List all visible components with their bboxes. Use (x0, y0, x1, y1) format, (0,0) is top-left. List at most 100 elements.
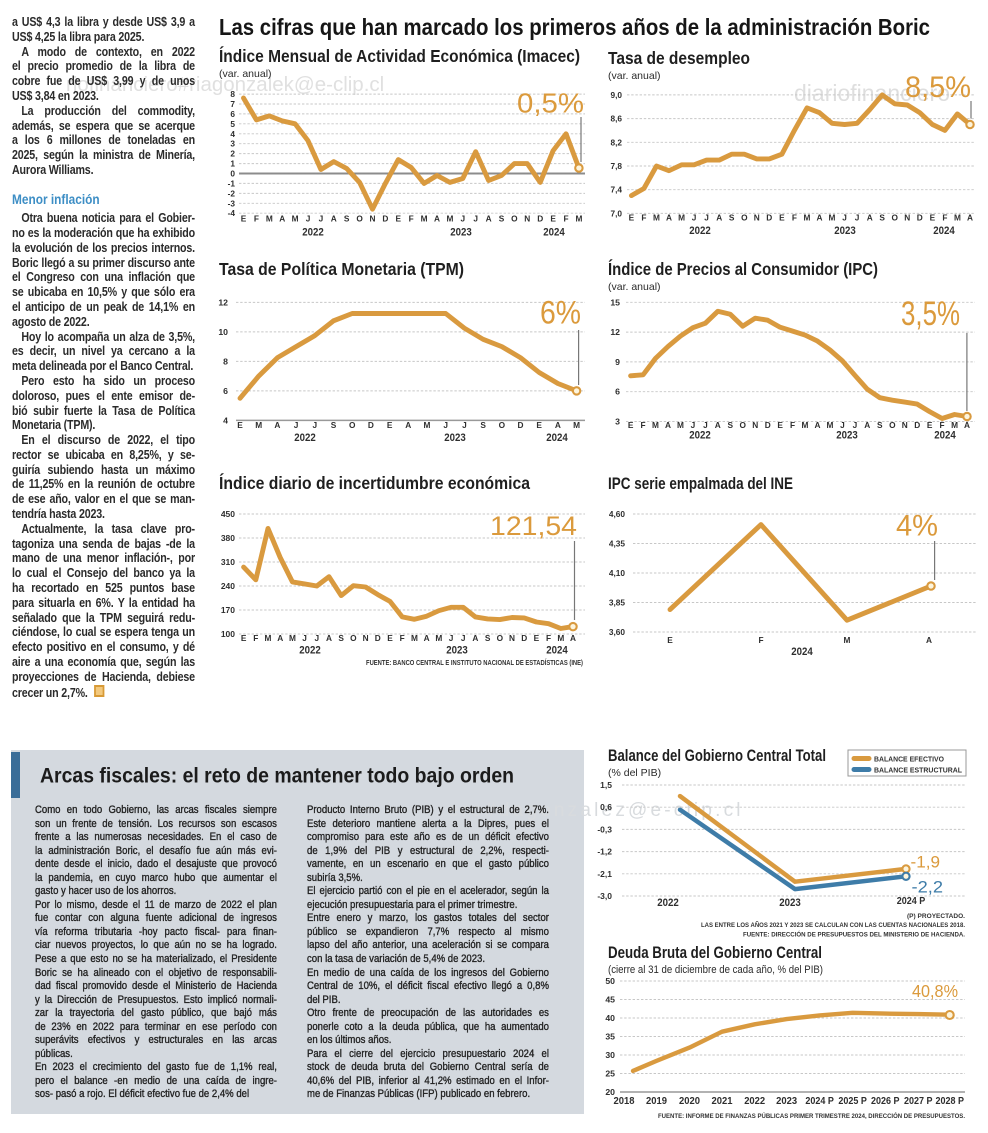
svg-text:12: 12 (610, 327, 620, 337)
svg-text:A: A (405, 420, 411, 430)
svg-text:M: M (844, 635, 851, 645)
svg-text:J: J (853, 420, 858, 430)
svg-text:N: N (902, 420, 908, 430)
svg-text:(% del PIB): (% del PIB) (608, 767, 661, 779)
svg-text:O: O (739, 420, 746, 430)
svg-text:D: D (375, 633, 381, 643)
svg-text:D: D (917, 212, 923, 222)
svg-text:25: 25 (605, 1069, 615, 1079)
svg-text:2024 P: 2024 P (805, 1096, 834, 1107)
svg-text:M: M (421, 214, 428, 224)
svg-text:8,6: 8,6 (610, 114, 622, 124)
svg-text:D: D (382, 214, 388, 224)
svg-text:F: F (940, 420, 945, 430)
svg-text:M: M (678, 212, 685, 222)
svg-text:A: A (715, 420, 721, 430)
svg-text:A: A (570, 633, 576, 643)
svg-text:M: M (954, 212, 961, 222)
svg-text:35: 35 (605, 1032, 615, 1042)
svg-text:2022: 2022 (689, 430, 711, 442)
svg-text:121,54: 121,54 (490, 511, 577, 541)
svg-text:2024 P: 2024 P (897, 896, 926, 907)
svg-text:M: M (652, 420, 659, 430)
svg-text:S: S (728, 420, 734, 430)
svg-text:O: O (741, 212, 748, 222)
svg-text:D: D (765, 420, 771, 430)
svg-text:2022: 2022 (299, 645, 321, 657)
svg-text:E: E (550, 214, 556, 224)
svg-text:J: J (704, 212, 709, 222)
svg-text:-1,2: -1,2 (597, 847, 612, 857)
svg-text:10: 10 (218, 327, 228, 337)
svg-text:2022: 2022 (302, 227, 324, 239)
svg-text:M: M (289, 633, 296, 643)
svg-text:M: M (557, 633, 564, 643)
svg-text:100: 100 (221, 629, 235, 639)
svg-text:M: M (255, 420, 262, 430)
svg-text:J: J (449, 633, 454, 643)
svg-text:0,5%: 0,5% (517, 88, 584, 119)
svg-text:40: 40 (605, 1013, 615, 1023)
svg-text:LAS ENTRE LOS AÑOS 2021 Y 2023: LAS ENTRE LOS AÑOS 2021 Y 2023 SE CALCUL… (701, 920, 965, 929)
svg-text:Tasa de Política Monetaria (TP: Tasa de Política Monetaria (TPM) (219, 259, 464, 279)
svg-text:2022: 2022 (689, 225, 711, 237)
svg-text:4%: 4% (896, 510, 938, 543)
svg-text:D: D (537, 214, 543, 224)
svg-text:Deuda Bruta del Gobierno Centr: Deuda Bruta del Gobierno Central (608, 944, 822, 962)
svg-text:M: M (827, 420, 834, 430)
svg-text:8: 8 (230, 89, 235, 99)
svg-text:J: J (443, 420, 448, 430)
svg-text:S: S (338, 633, 344, 643)
svg-text:E: E (241, 633, 247, 643)
svg-text:Arcas fiscales: el reto de man: Arcas fiscales: el reto de mantener todo… (40, 765, 514, 788)
svg-text:E: E (629, 212, 635, 222)
svg-text:F: F (758, 635, 763, 645)
svg-text:A: A (967, 212, 973, 222)
svg-text:J: J (692, 212, 697, 222)
svg-text:A: A (716, 212, 722, 222)
svg-text:Balance del Gobierno Central T: Balance del Gobierno Central Total (608, 747, 826, 765)
svg-text:2021: 2021 (712, 1096, 733, 1107)
svg-text:E: E (779, 212, 785, 222)
svg-text:4: 4 (223, 415, 228, 425)
svg-text:M: M (802, 420, 809, 430)
svg-text:N: N (524, 214, 530, 224)
svg-text:(P) PROYECTADO.: (P) PROYECTADO. (907, 913, 965, 920)
svg-text:A: A (277, 633, 283, 643)
svg-text:O: O (891, 212, 898, 222)
svg-text:-1: -1 (228, 178, 236, 188)
svg-text:A: A (331, 214, 337, 224)
svg-text:A: A (279, 214, 285, 224)
svg-text:A: A (815, 420, 821, 430)
svg-text:E: E (667, 635, 673, 645)
svg-text:3: 3 (615, 417, 620, 427)
svg-text:M: M (435, 633, 442, 643)
svg-text:6: 6 (615, 387, 620, 397)
svg-text:A: A (326, 633, 332, 643)
svg-text:310: 310 (221, 557, 235, 567)
svg-text:A: A (555, 420, 561, 430)
svg-text:J: J (306, 214, 311, 224)
svg-text:2028 P: 2028 P (935, 1096, 964, 1107)
svg-text:A: A (817, 212, 823, 222)
svg-text:Las cifras que han marcado los: Las cifras que han marcado los primeros … (219, 14, 930, 40)
svg-text:8,5%: 8,5% (905, 71, 971, 104)
svg-text:FUENTE: BANCO CENTRAL E INSTIT: FUENTE: BANCO CENTRAL E INSTITUTO NACION… (366, 658, 583, 667)
svg-text:7: 7 (230, 99, 235, 109)
svg-text:2024: 2024 (791, 646, 813, 658)
svg-text:F: F (641, 420, 646, 430)
svg-text:2025 P: 2025 P (838, 1096, 867, 1107)
svg-text:E: E (237, 420, 243, 430)
svg-text:7,8: 7,8 (610, 161, 622, 171)
svg-text:2018: 2018 (614, 1096, 635, 1107)
svg-text:N: N (370, 214, 376, 224)
svg-text:4,60: 4,60 (609, 509, 626, 519)
svg-text:D: D (518, 420, 524, 430)
svg-text:E: E (927, 420, 933, 430)
svg-text:8,2: 8,2 (610, 137, 622, 147)
svg-text:BALANCE ESTRUCTURAL: BALANCE ESTRUCTURAL (874, 766, 962, 775)
svg-text:J: J (842, 212, 847, 222)
svg-text:30: 30 (605, 1050, 615, 1060)
svg-text:4,35: 4,35 (609, 539, 626, 549)
svg-text:E: E (534, 633, 540, 643)
